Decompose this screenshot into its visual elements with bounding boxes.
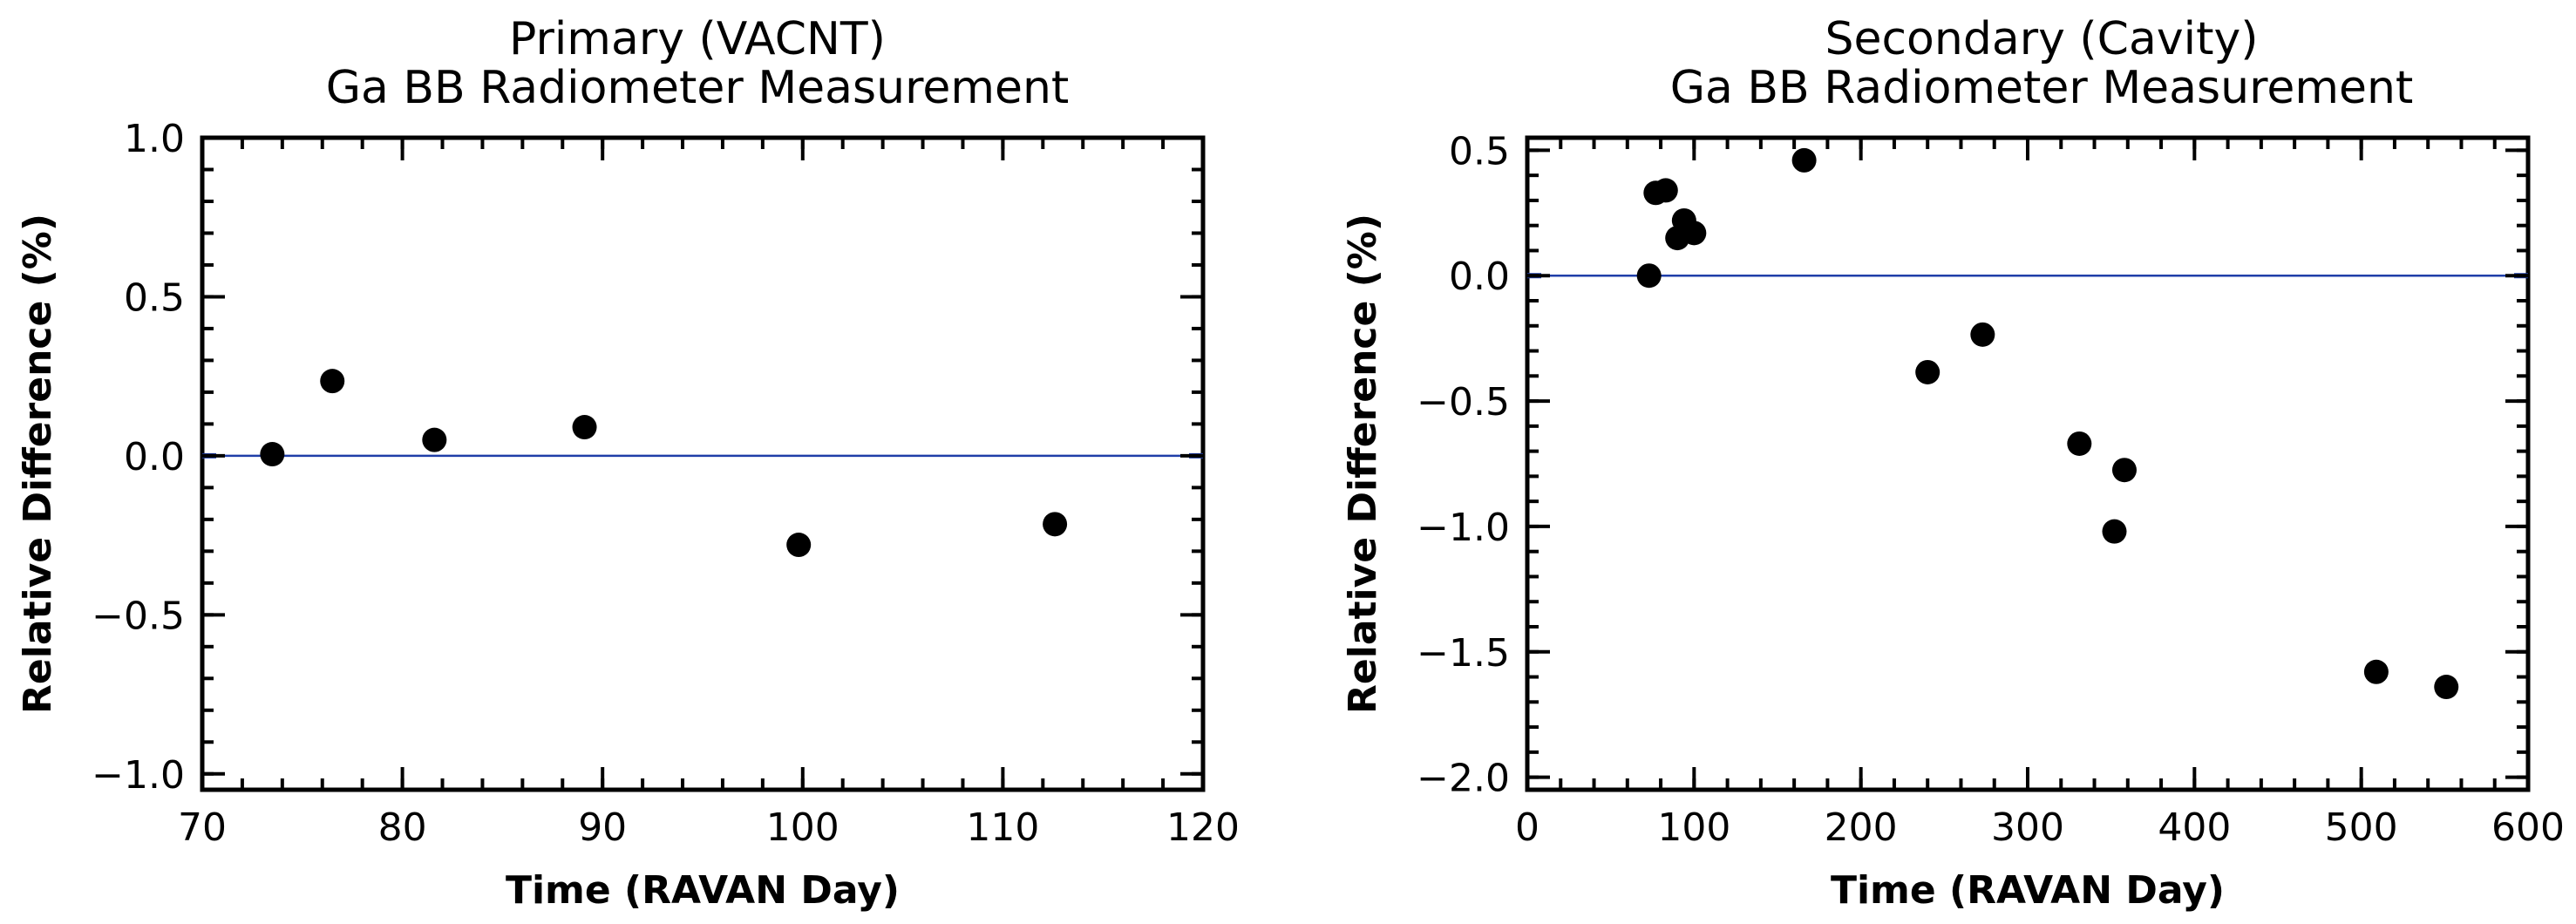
x-tick-label: 80 (378, 805, 427, 850)
data-point (422, 427, 447, 452)
x-tick-label: 0 (1515, 805, 1539, 850)
data-point (1653, 178, 1678, 203)
chart-title-line-1: Primary (VACNT) (509, 13, 886, 65)
y-tick-label: 1.0 (124, 117, 185, 161)
x-tick-label: 90 (578, 805, 627, 850)
data-point (1970, 322, 1995, 347)
axis-ticks (201, 136, 1205, 790)
x-tick-label: 500 (2325, 805, 2398, 850)
x-tick-label: 70 (178, 805, 227, 850)
x-tick-label: 300 (1991, 805, 2064, 850)
x-tick-label: 600 (2491, 805, 2565, 850)
x-tick-label: 120 (1166, 805, 1240, 850)
x-tick-label: 400 (2158, 805, 2231, 850)
y-tick-labels: −2.0 −1.5 −1.0 −0.5 0.0 0.5 (1417, 129, 1510, 800)
chart-title-line-2: Ga BB Radiometer Measurement (326, 62, 1070, 114)
data-point (572, 415, 597, 440)
data-point (786, 533, 812, 558)
primary-vacnt-chart: Primary (VACNT) Ga BB Radiometer Measure… (16, 13, 1240, 913)
data-point (1915, 359, 1940, 384)
x-axis-label: Time (RAVAN Day) (1831, 868, 2225, 913)
y-axis-label: Relative Difference (%) (1341, 214, 1385, 714)
data-point (2067, 431, 2092, 456)
data-point (320, 369, 345, 394)
plot-frame (200, 135, 1206, 792)
x-axis-label: Time (RAVAN Day) (506, 868, 900, 913)
data-points (1636, 147, 2459, 700)
data-point (1682, 221, 1707, 246)
y-tick-label: 0.5 (124, 275, 185, 320)
data-point (2111, 458, 2137, 483)
y-tick-label: −2.0 (1417, 757, 1510, 801)
y-tick-label: −0.5 (1417, 380, 1510, 425)
y-tick-labels: −1.0 −0.5 0.0 0.5 1.0 (92, 117, 185, 798)
data-point (260, 442, 285, 467)
y-tick-label: 0.5 (1449, 129, 1510, 173)
y-tick-label: −1.5 (1417, 631, 1510, 676)
x-tick-label: 200 (1825, 805, 1898, 850)
data-point (2363, 659, 2389, 684)
data-point (1791, 147, 1817, 173)
x-tick-labels: 70 80 90 100 110 120 (178, 805, 1240, 850)
data-point (1636, 263, 1662, 289)
chart-title-line-2: Ga BB Radiometer Measurement (1670, 62, 2414, 114)
x-tick-labels: 0 100 200 300 400 500 600 (1515, 805, 2565, 850)
y-axis-label: Relative Difference (%) (16, 214, 60, 714)
y-tick-label: 0.0 (1449, 255, 1510, 299)
chart-title-line-1: Secondary (Cavity) (1825, 13, 2258, 65)
x-tick-label: 100 (766, 805, 839, 850)
y-tick-label: −1.0 (92, 753, 185, 798)
axis-ticks (1526, 138, 2530, 790)
secondary-cavity-chart: Secondary (Cavity) Ga BB Radiometer Meas… (1341, 13, 2565, 913)
x-tick-label: 110 (966, 805, 1039, 850)
y-tick-label: −1.0 (1417, 506, 1510, 550)
data-point (2102, 519, 2127, 544)
x-tick-label: 100 (1657, 805, 1730, 850)
data-point (1043, 512, 1068, 537)
y-tick-label: −0.5 (92, 594, 185, 638)
y-tick-label: 0.0 (124, 435, 185, 479)
data-points (260, 369, 1068, 558)
data-point (2434, 675, 2459, 700)
